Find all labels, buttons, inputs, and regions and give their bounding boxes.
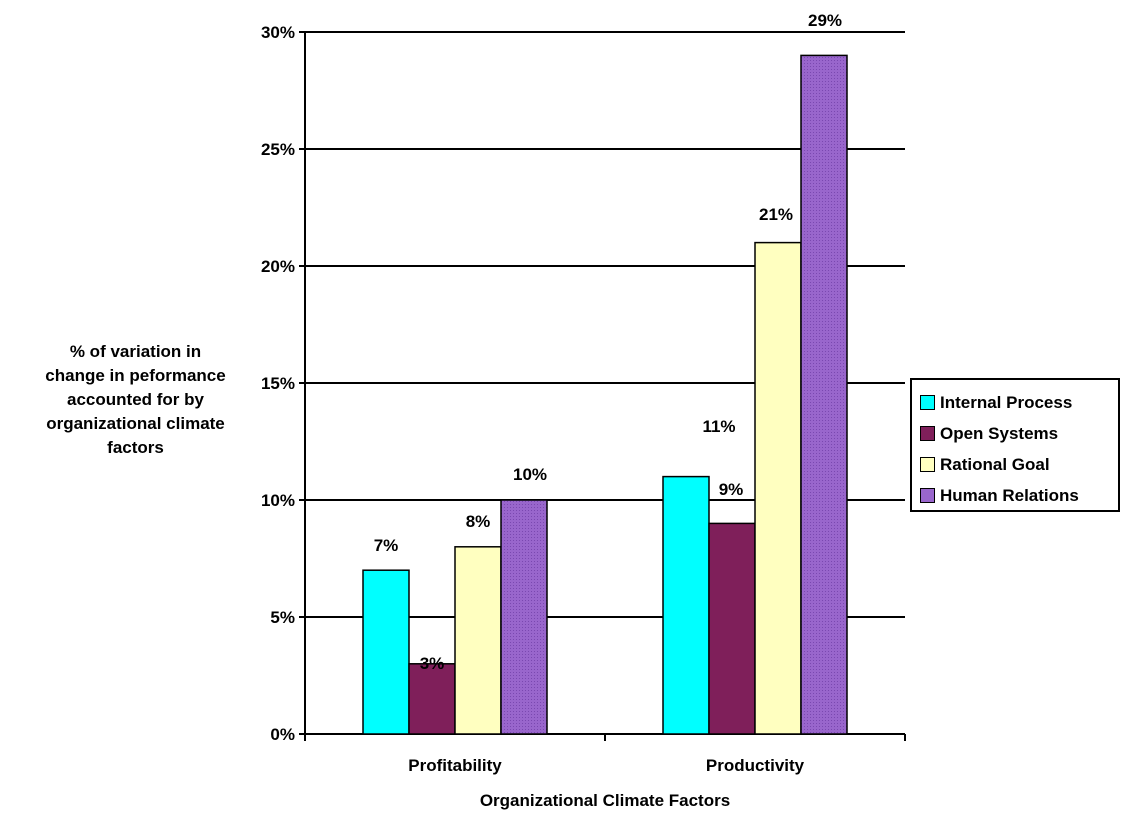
axes: 0% 5% 10% 15% 20% 25% 30% Profitability Producti… [261, 23, 906, 775]
y-axis-title-line: change in peformance [45, 366, 226, 385]
y-tick-label: 0% [270, 725, 295, 744]
legend-swatch [920, 395, 935, 410]
bar-rational-goal [454, 546, 502, 735]
data-label: 10% [513, 465, 547, 484]
bars [362, 54, 848, 735]
bar-human-relations [500, 499, 548, 735]
y-axis-title-line: factors [107, 438, 164, 457]
legend-swatch [920, 426, 935, 441]
y-tick-label: 10% [261, 491, 295, 510]
y-axis-title-line: organizational climate [46, 414, 225, 433]
data-label: 21% [759, 205, 793, 224]
data-label: 29% [808, 11, 842, 30]
legend-item-human-relations: Human Relations [920, 480, 1118, 511]
data-label: 9% [719, 480, 744, 499]
bar-internal-process [362, 569, 410, 735]
bar-internal-process [662, 475, 710, 735]
legend-swatch [920, 488, 935, 503]
legend: Internal Process Open Systems Rational G… [910, 378, 1120, 512]
y-tick-label: 5% [270, 608, 295, 627]
bar-rational-goal [754, 241, 802, 735]
y-tick-label: 15% [261, 374, 295, 393]
legend-label: Rational Goal [940, 454, 1050, 474]
bar-human-relations [800, 54, 848, 735]
y-axis-title: % of variation in change in peformance a… [8, 340, 263, 460]
legend-label: Open Systems [940, 423, 1059, 443]
y-axis-title-line: % of variation in [69, 342, 202, 361]
x-axis-title: Organizational Climate Factors [479, 791, 731, 810]
bar-open-systems [708, 522, 756, 735]
data-label: 7% [374, 536, 399, 555]
legend-item-rational-goal: Rational Goal [920, 449, 1118, 480]
data-label: 11% [702, 417, 735, 436]
x-tick-label: Profitability [408, 756, 502, 775]
data-labels: 7% 11% 3% 9% 8% 21% 10% 29% [374, 11, 842, 673]
y-tick-label: 25% [261, 140, 295, 159]
legend-item-open-systems: Open Systems [920, 418, 1118, 449]
y-axis-title-line: accounted for by [67, 390, 204, 409]
legend-item-internal-process: Internal Process [920, 387, 1118, 418]
data-label: 3% [420, 654, 445, 673]
y-tick-label: 30% [261, 23, 295, 42]
data-label: 8% [466, 512, 491, 531]
bar-open-systems [408, 663, 456, 735]
legend-swatch [920, 457, 935, 472]
y-tick-label: 20% [261, 257, 295, 276]
legend-label: Human Relations [940, 485, 1079, 505]
x-tick-label: Productivity [706, 756, 805, 775]
legend-label: Internal Process [940, 392, 1073, 412]
